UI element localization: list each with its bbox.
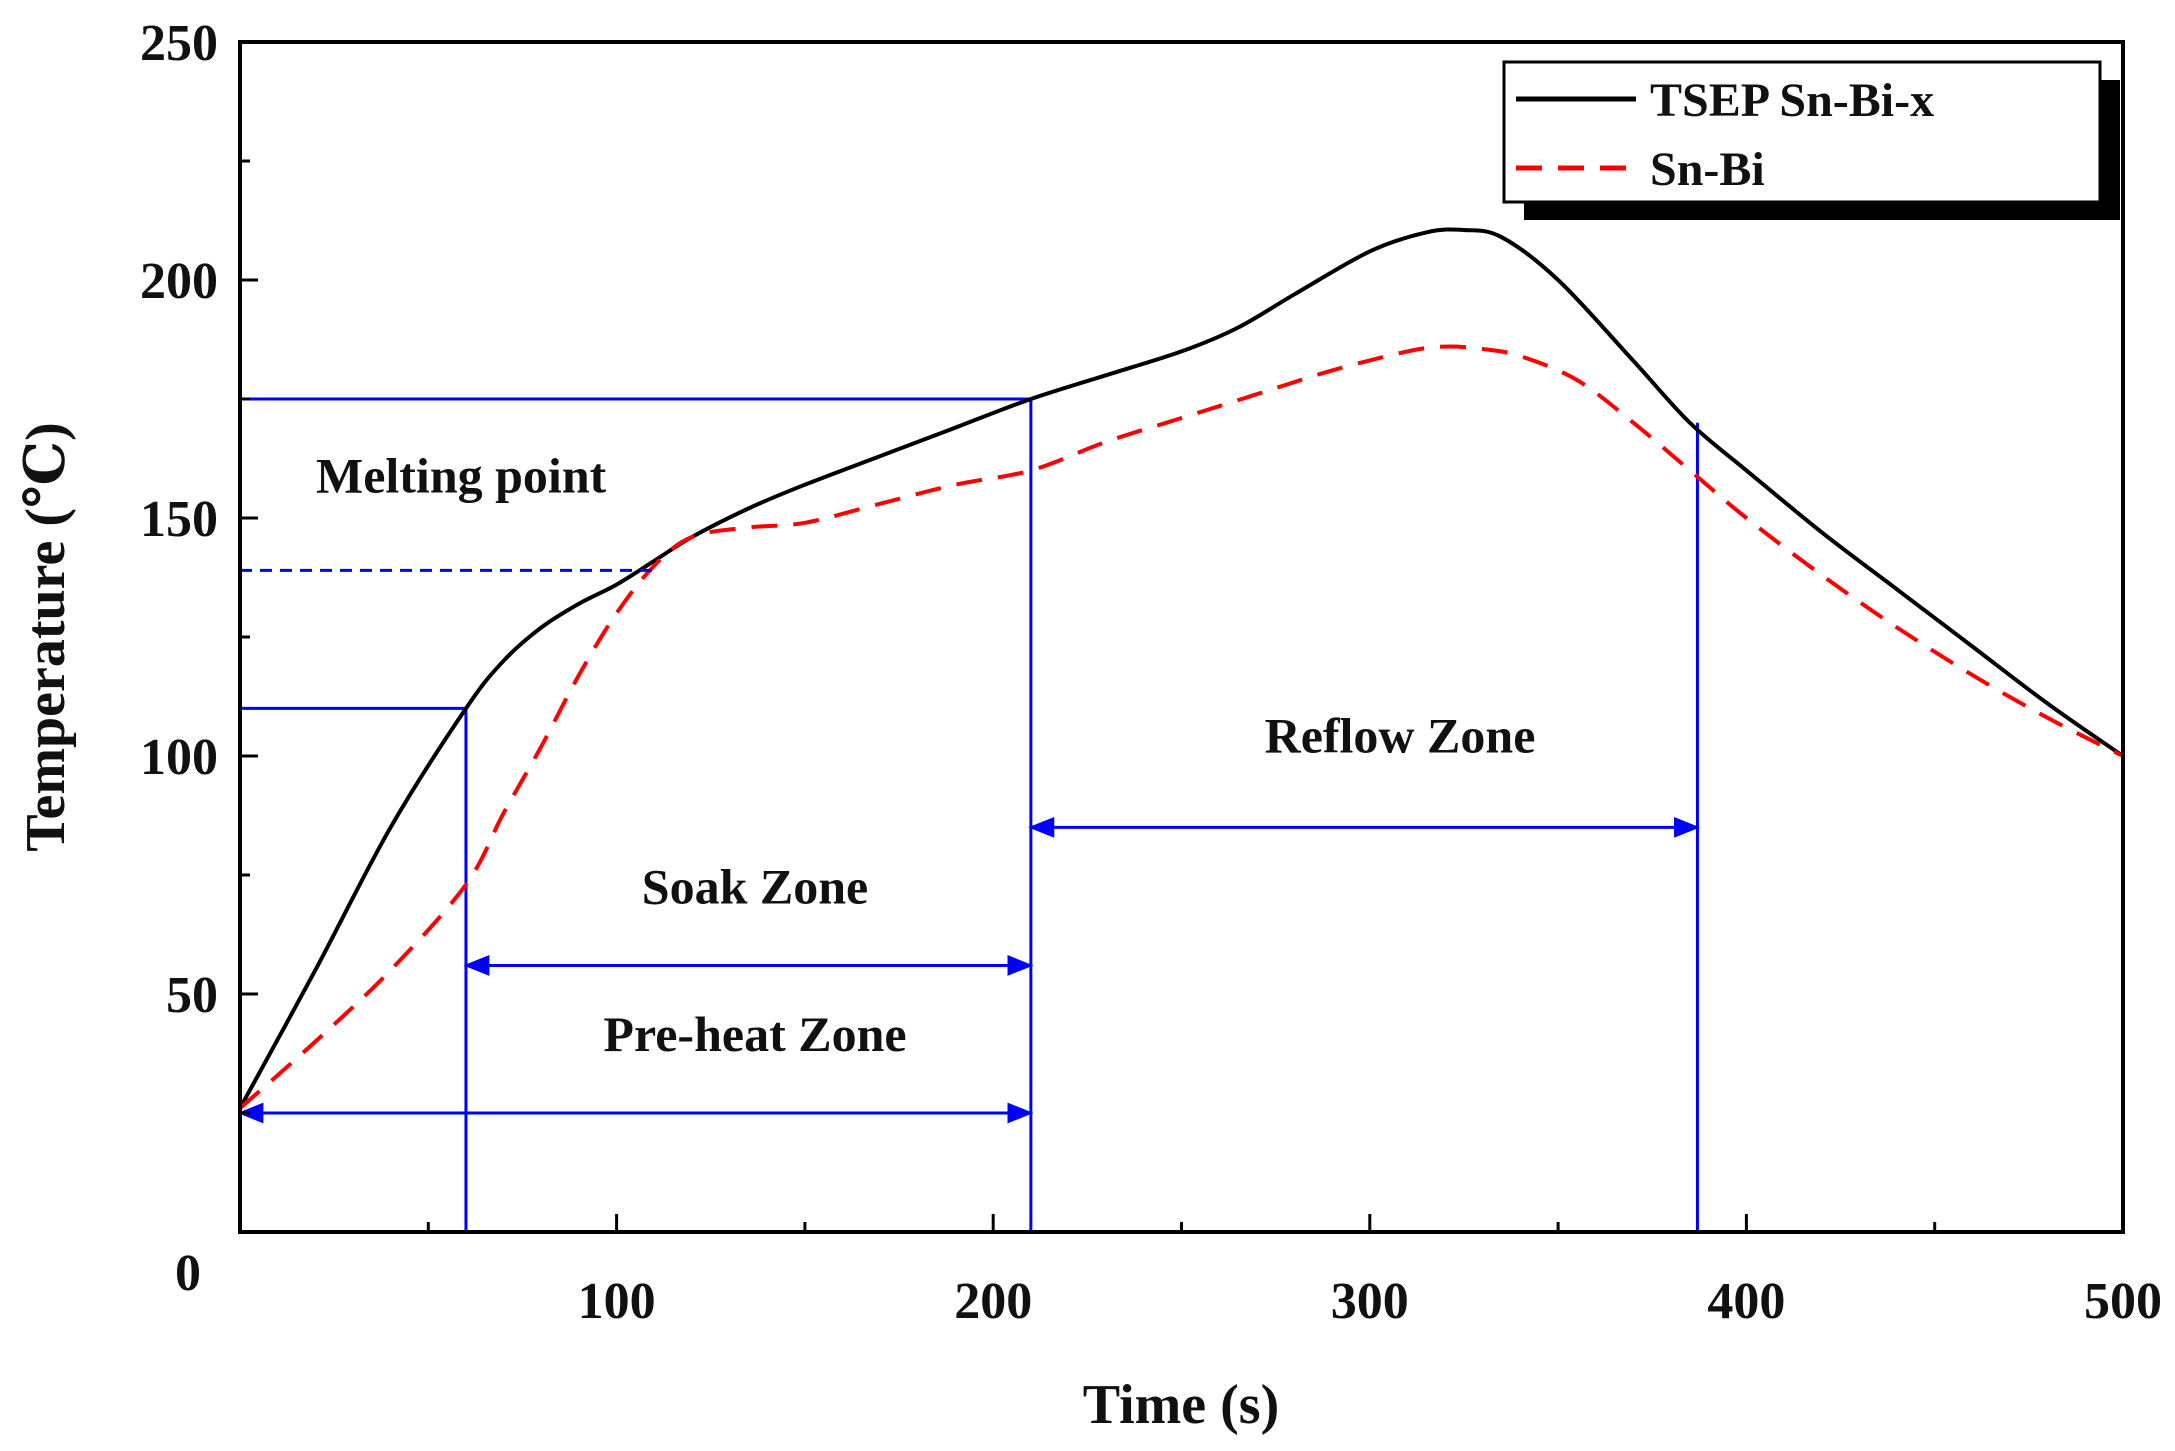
series-line-tsep-sn-bi-x: [238, 227, 2125, 1110]
y-tick-label: 200: [140, 253, 218, 310]
legend: TSEP Sn-Bi-x Sn-Bi: [1502, 60, 2120, 220]
legend-box: [1502, 60, 2102, 204]
y-tick-label: 100: [140, 729, 218, 786]
y-axis-title: Temperature (℃): [15, 422, 77, 851]
x-tick-label: 100: [578, 1273, 656, 1330]
y-tick-label: 150: [140, 491, 218, 548]
melting-point-label: Melting point: [316, 447, 607, 503]
reflow-zone-label: Reflow Zone: [1265, 707, 1536, 763]
legend-label-tsep: TSEP Sn-Bi-x: [1650, 74, 1934, 127]
x-tick-label: 200: [954, 1273, 1032, 1330]
soak-zone-label: Soak Zone: [642, 858, 868, 914]
y-tick-label: 250: [140, 15, 218, 72]
y-tick-label: 50: [166, 967, 218, 1024]
plot-frame: [238, 40, 2125, 1234]
x-tick-label: 400: [1707, 1273, 1785, 1330]
x-tick-label: 500: [2084, 1273, 2162, 1330]
x-tick-label: 300: [1331, 1273, 1409, 1330]
y-tick-label: 0: [175, 1245, 201, 1302]
x-axis-title: Time (s): [1083, 1374, 1280, 1436]
series-line-sn-bi: [238, 344, 2124, 1110]
legend-label-snbi: Sn-Bi: [1650, 143, 1765, 196]
pre-heat-zone-label: Pre-heat Zone: [603, 1006, 906, 1062]
